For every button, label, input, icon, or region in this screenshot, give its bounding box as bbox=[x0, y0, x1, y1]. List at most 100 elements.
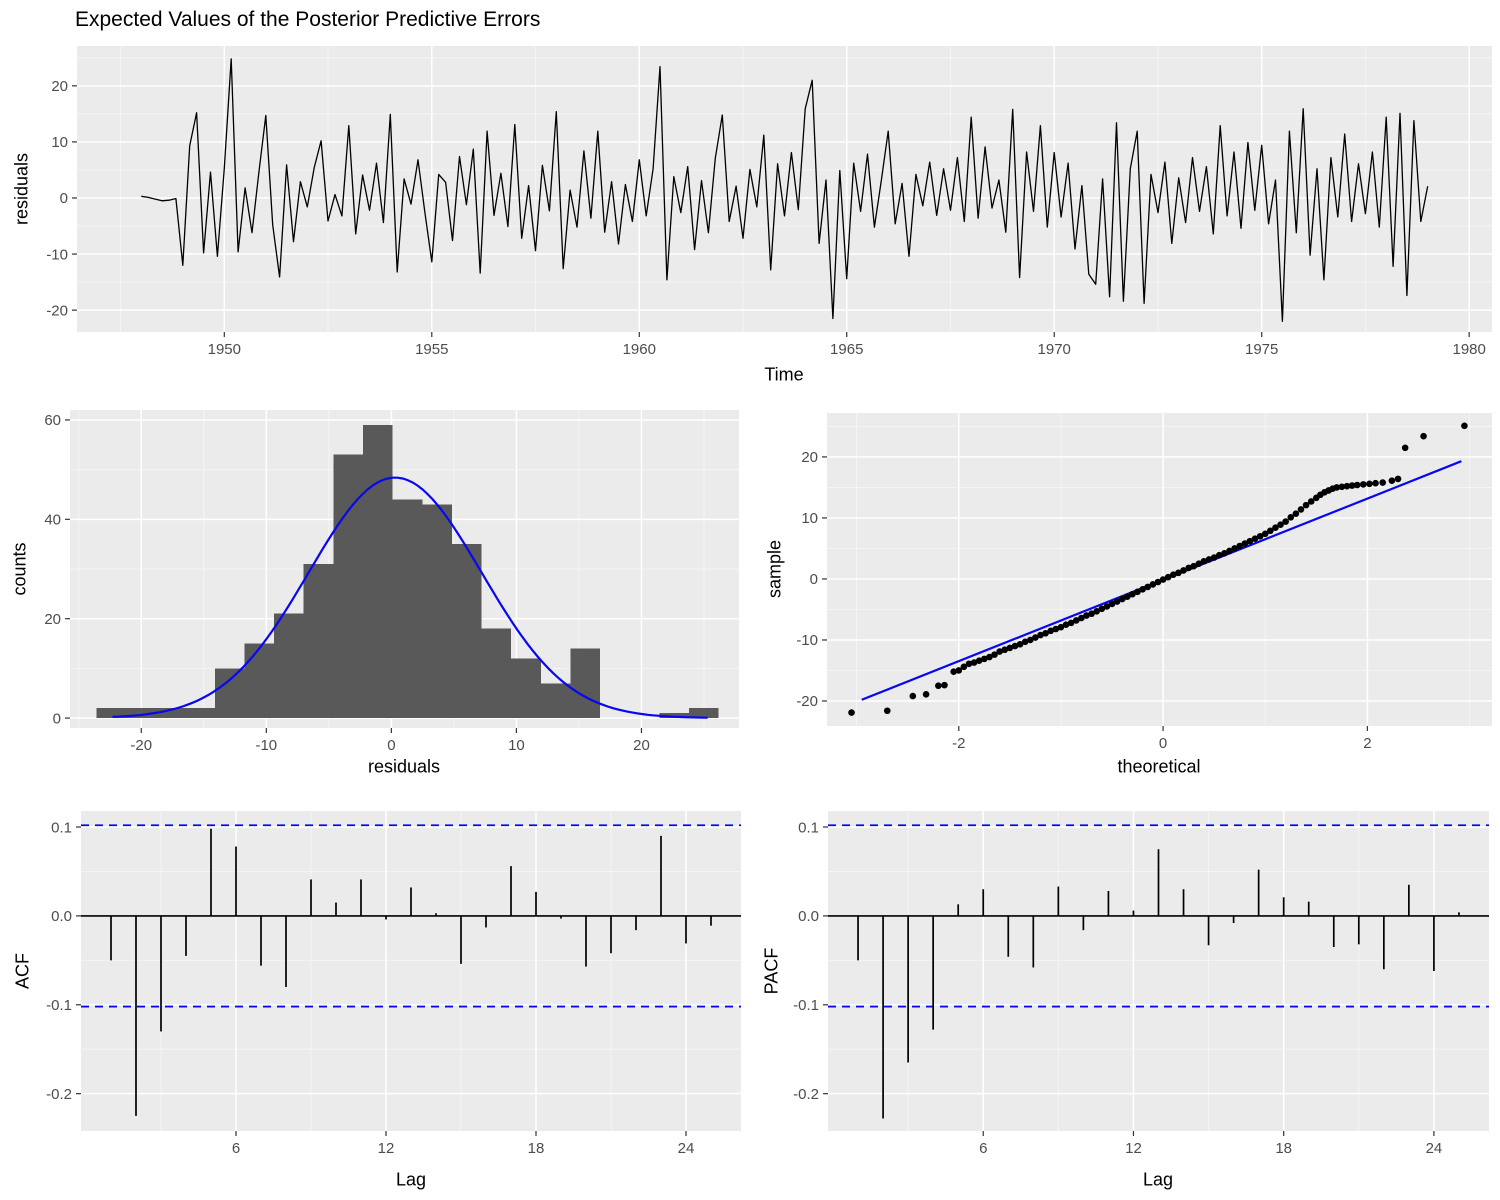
x-tick-label: 12 bbox=[1125, 1140, 1142, 1157]
histogram-bar bbox=[125, 708, 156, 719]
qq-point bbox=[1302, 501, 1310, 509]
qq-point bbox=[1287, 514, 1295, 521]
qq-point bbox=[991, 651, 998, 658]
qq-point bbox=[1277, 521, 1284, 528]
qq-point bbox=[996, 648, 1003, 655]
qq-point bbox=[1026, 636, 1034, 644]
qq-point bbox=[1093, 607, 1100, 615]
y-tick-label: 60 bbox=[44, 412, 61, 429]
y-tick-label: 0.1 bbox=[51, 819, 72, 836]
histogram-chart: -20 -10 0 10 20 0 20 40 60 bbox=[44, 410, 739, 754]
qq-point bbox=[1353, 481, 1361, 489]
y-tick-label: 20 bbox=[44, 611, 61, 628]
qq-point bbox=[1134, 588, 1141, 596]
qq-point bbox=[1016, 640, 1024, 648]
x-tick-label: 18 bbox=[528, 1140, 545, 1157]
qq-point bbox=[909, 692, 917, 700]
qq-point bbox=[935, 682, 942, 690]
qq-point bbox=[1256, 532, 1264, 540]
y-tick-label: 10 bbox=[51, 134, 68, 151]
x-tick-label: 1950 bbox=[208, 341, 241, 358]
qq-point bbox=[1307, 498, 1315, 505]
histogram-bar bbox=[96, 708, 126, 719]
y-tick-label: 0 bbox=[60, 190, 68, 207]
acf-chart: 6 12 18 24 0.1 0.0 -0.1 -0.2 bbox=[46, 811, 741, 1157]
pacf-y-axis-title: PACF bbox=[761, 947, 782, 995]
y-tick-label: -10 bbox=[46, 246, 68, 263]
qq-point bbox=[1011, 642, 1019, 650]
qq-point bbox=[1394, 475, 1402, 483]
qq-point bbox=[960, 663, 968, 671]
qq-point bbox=[1190, 562, 1198, 570]
x-tick-label: 0 bbox=[387, 737, 395, 754]
histogram-bar bbox=[540, 683, 571, 719]
histogram-bar bbox=[362, 424, 393, 719]
qq-point bbox=[1021, 638, 1029, 646]
qq-point bbox=[1113, 598, 1121, 605]
qq-point bbox=[1333, 484, 1341, 491]
timeseries-x-axis-title: Time bbox=[764, 364, 804, 385]
qq-point bbox=[1098, 605, 1106, 613]
acf-y-axis-title: ACF bbox=[12, 953, 33, 989]
y-tick-label: 20 bbox=[51, 78, 68, 95]
histogram-bar bbox=[422, 504, 452, 719]
y-tick-label: -0.1 bbox=[46, 997, 72, 1014]
qq-point bbox=[1149, 581, 1157, 588]
qq-point bbox=[1195, 560, 1203, 568]
qq-point bbox=[1401, 444, 1409, 452]
qq-point bbox=[965, 660, 973, 668]
y-tick-label: 0 bbox=[810, 571, 818, 588]
x-tick-label: 1975 bbox=[1245, 341, 1278, 358]
qq-point bbox=[1388, 477, 1396, 485]
qq-point bbox=[1420, 432, 1427, 440]
x-tick-label: 20 bbox=[633, 737, 650, 754]
x-tick-label: 0 bbox=[1159, 735, 1167, 752]
x-tick-label: 2 bbox=[1363, 735, 1371, 752]
qq-point bbox=[1215, 551, 1223, 559]
qq-point bbox=[1297, 506, 1305, 513]
timeseries-line bbox=[141, 58, 1429, 322]
qq-point bbox=[1047, 627, 1055, 635]
qq-point bbox=[1124, 593, 1131, 600]
x-tick-label: 1970 bbox=[1038, 341, 1071, 358]
timeseries-chart: 1950 1955 1960 1965 1970 1975 1980 -20 -10 0 10 20 bbox=[46, 46, 1492, 358]
qq-y-axis-title: sample bbox=[764, 539, 785, 599]
x-tick-label: 1960 bbox=[623, 341, 656, 358]
qq-point bbox=[1241, 540, 1249, 547]
qq-panel-background bbox=[827, 413, 1492, 726]
qq-point bbox=[1338, 483, 1346, 491]
y-tick-label: -0.1 bbox=[793, 997, 819, 1014]
x-tick-label: 1965 bbox=[830, 341, 863, 358]
histogram-bar bbox=[244, 643, 275, 719]
x-tick-label: 6 bbox=[979, 1140, 987, 1157]
qq-point bbox=[1118, 595, 1126, 603]
y-tick-label: -20 bbox=[46, 302, 68, 319]
qq-point bbox=[1154, 578, 1162, 586]
x-tick-label: 24 bbox=[1426, 1140, 1443, 1157]
acf-panel-background bbox=[81, 811, 741, 1131]
qq-point bbox=[1180, 567, 1187, 574]
y-tick-label: 0.1 bbox=[798, 819, 819, 836]
qq-point bbox=[883, 707, 891, 715]
qq-point bbox=[922, 690, 930, 698]
qq-point bbox=[1083, 612, 1090, 619]
x-tick-label: 10 bbox=[508, 737, 525, 754]
y-tick-label: 0.0 bbox=[51, 908, 72, 925]
timeseries-panel-background bbox=[77, 46, 1492, 332]
pacf-chart: 6 12 18 24 0.1 0.0 -0.1 -0.2 bbox=[793, 811, 1489, 1157]
qq-point bbox=[1210, 554, 1218, 561]
x-tick-label: 6 bbox=[232, 1140, 240, 1157]
qq-point bbox=[1282, 518, 1289, 525]
qq-point bbox=[1366, 480, 1373, 488]
qq-point bbox=[1032, 634, 1039, 641]
histogram-bar bbox=[303, 564, 334, 719]
qq-point bbox=[1461, 422, 1468, 430]
y-tick-label: -0.2 bbox=[793, 1086, 819, 1103]
y-tick-label: 10 bbox=[801, 510, 818, 527]
y-tick-label: 0 bbox=[53, 710, 61, 727]
qq-point bbox=[986, 653, 993, 661]
histogram-bar bbox=[214, 668, 245, 719]
qq-point bbox=[1359, 481, 1367, 488]
